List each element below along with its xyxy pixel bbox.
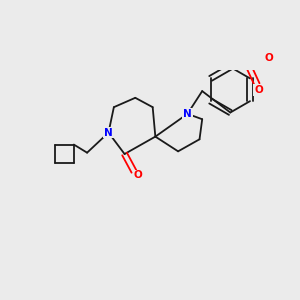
- Text: O: O: [254, 85, 263, 95]
- Text: N: N: [183, 109, 192, 119]
- Text: N: N: [104, 128, 113, 138]
- Text: O: O: [265, 53, 274, 63]
- Text: O: O: [134, 170, 142, 180]
